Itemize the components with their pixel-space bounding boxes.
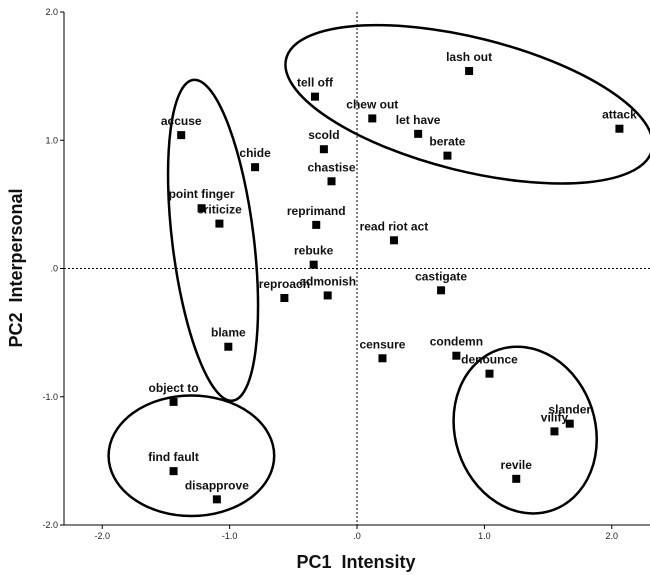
point-label-attack: attack [602, 108, 637, 122]
reference-lines [64, 12, 650, 525]
point-label-reproach: reproach [259, 277, 310, 291]
point-marker-denounce [485, 369, 494, 378]
point-marker-blame [224, 342, 233, 351]
point-marker-reprimand [312, 220, 321, 229]
x-tick-label: -2.0 [94, 531, 110, 541]
point-marker-let-have [414, 129, 423, 138]
point-marker-find-fault [169, 467, 178, 476]
x-tick-label: 1.0 [478, 531, 491, 541]
point-marker-castigate [437, 286, 446, 295]
x-tick-label: 2.0 [606, 531, 619, 541]
point-marker-chastise [327, 177, 336, 186]
point-marker-condemn [452, 351, 461, 360]
point-label-tell-off: tell off [297, 76, 334, 90]
point-label-chew-out: chew out [346, 97, 398, 111]
point-label-slander: slander [548, 403, 591, 417]
point-marker-admonish [323, 291, 332, 300]
x-axis-ticks: -2.0 -1.0 .0 1.0 2.0 [94, 525, 618, 541]
x-tick-label: .0 [353, 531, 361, 541]
point-marker-berate [443, 151, 452, 160]
point-label-condemn: condemn [430, 335, 483, 349]
group-ellipse-1 [284, 23, 650, 185]
group-ellipse-2 [166, 78, 260, 403]
point-marker-point-finger [197, 204, 206, 213]
point-marker-reproach [280, 293, 289, 302]
point-label-find-fault: find fault [148, 450, 199, 464]
point-label-scold: scold [308, 128, 339, 142]
y-tick-label: .0 [50, 264, 58, 274]
y-axis-title: PC2 Interpersonal [6, 188, 26, 347]
point-label-castigate: castigate [415, 269, 467, 283]
point-label-point-finger: point finger [169, 187, 235, 201]
point-marker-censure [378, 354, 387, 363]
y-tick-label: 2.0 [45, 7, 58, 17]
group-ellipses [107, 23, 650, 518]
point-label-censure: censure [359, 337, 405, 351]
y-tick-label: 1.0 [45, 135, 58, 145]
point-label-rebuke: rebuke [294, 244, 334, 258]
y-tick-label: -2.0 [42, 520, 58, 530]
point-marker-rebuke [309, 260, 318, 269]
point-label-chide: chide [239, 146, 271, 160]
point-marker-disapprove [212, 495, 221, 504]
data-points: lash out attack chew out let have berate tell… [148, 50, 637, 504]
point-marker-scold [319, 145, 328, 154]
point-marker-attack [615, 124, 624, 133]
point-label-accuse: accuse [161, 114, 202, 128]
group-ellipse-4 [452, 345, 598, 515]
point-marker-slander [565, 419, 574, 428]
x-tick-label: -1.0 [222, 531, 238, 541]
point-label-reprimand: reprimand [287, 204, 346, 218]
point-marker-chide [251, 163, 260, 172]
point-label-denounce: denounce [461, 353, 518, 367]
point-marker-accuse [177, 131, 186, 140]
y-axis-ticks: -2.0 -1.0 .0 1.0 2.0 [42, 7, 64, 530]
point-label-lash-out: lash out [446, 50, 492, 64]
point-marker-read-riot-act [389, 236, 398, 245]
point-marker-vilify [550, 427, 559, 436]
point-label-disapprove: disapprove [185, 478, 249, 492]
group-ellipse-3 [107, 394, 276, 518]
point-marker-criticize [215, 219, 224, 228]
point-marker-tell-off [310, 92, 319, 101]
point-label-revile: revile [501, 458, 533, 472]
point-label-object-to: object to [149, 381, 199, 395]
point-label-admonish: admonish [299, 274, 356, 288]
point-label-vilify: vilify [541, 410, 569, 424]
point-marker-revile [512, 474, 521, 483]
y-tick-label: -1.0 [42, 392, 58, 402]
point-label-read-riot-act: read riot act [360, 219, 429, 233]
point-label-blame: blame [211, 326, 246, 340]
point-label-berate: berate [429, 135, 465, 149]
point-label-chastise: chastise [308, 160, 356, 174]
x-axis-title: PC1 Intensity [296, 552, 415, 572]
point-marker-lash-out [465, 66, 474, 75]
point-marker-chew-out [368, 114, 377, 123]
point-label-criticize: criticize [197, 203, 242, 217]
point-label-let-have: let have [396, 113, 441, 127]
point-marker-object-to [169, 397, 178, 406]
